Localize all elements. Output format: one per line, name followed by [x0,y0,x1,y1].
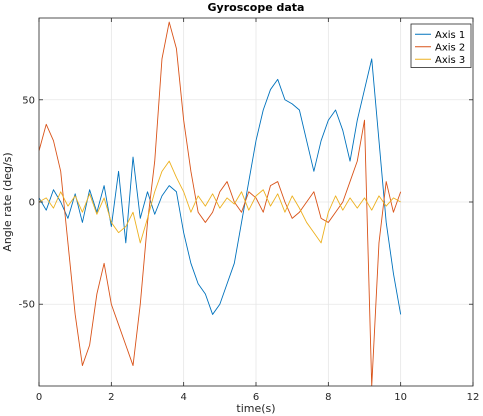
x-tick-label: 10 [394,392,407,403]
legend-box [410,23,472,68]
ticks: 0 2 4 6 8 10 12 -50 0 50 [19,18,480,403]
x-axis-label: time(s) [236,402,275,415]
y-tick-label: 50 [22,95,35,106]
x-tick-label: 12 [467,392,480,403]
x-tick-label: 2 [108,392,114,403]
series-lines [39,21,402,386]
series-line-axis-3 [39,160,401,244]
chart-title: Gyroscope data [208,1,305,14]
legend-label-axis-3: Axis 3 [435,55,465,66]
x-tick-label: 0 [36,392,42,403]
y-tick-label: 0 [29,198,35,209]
x-tick-label: 8 [325,392,331,403]
series-line-axis-1 [39,58,402,315]
x-tick-label: 6 [253,392,259,403]
legend-label-axis-2: Axis 2 [435,42,465,53]
y-tick-label: -50 [19,300,35,311]
legend-label-axis-1: Axis 1 [435,30,465,41]
x-tick-label: 4 [180,392,186,403]
y-axis-label: Angle rate (deg/s) [1,152,14,251]
